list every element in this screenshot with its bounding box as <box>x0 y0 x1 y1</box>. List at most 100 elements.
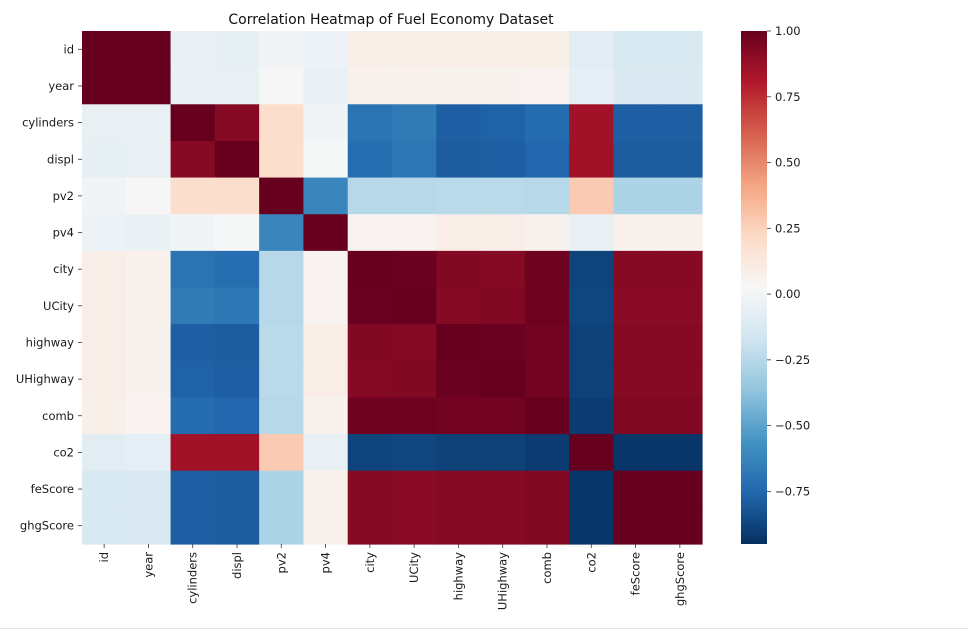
heatmap-cell-highway-highway <box>436 324 482 362</box>
heatmap-cell-id-year <box>126 31 172 69</box>
heatmap-cell-cylinders-cylinders <box>170 104 216 142</box>
heatmap-cell-year-comb <box>524 67 570 105</box>
heatmap-cell-displ-feScore <box>613 140 659 179</box>
heatmap-cell-id-pv2 <box>259 31 305 69</box>
heatmap-cell-UHighway-city <box>347 360 393 399</box>
colorbar-tick-label: 0.50 <box>775 156 801 170</box>
column-tick-label-UHighway: UHighway <box>496 552 510 610</box>
heatmap-cell-UHighway-comb <box>524 360 570 399</box>
heatmap-cell-ghgScore-pv2 <box>259 507 305 545</box>
row-tick-label-UCity: UCity <box>43 299 74 313</box>
heatmap-cell-pv4-displ <box>214 214 260 252</box>
heatmap-cell-pv2-city <box>347 177 393 215</box>
heatmap-cell-highway-comb <box>524 324 570 362</box>
heatmap-cell-cylinders-pv4 <box>303 104 349 142</box>
heatmap-cell-feScore-pv2 <box>259 470 305 508</box>
heatmap-cell-city-co2 <box>569 250 615 289</box>
heatmap-cell-id-feScore <box>613 31 659 69</box>
heatmap-cell-UHighway-id <box>82 360 127 399</box>
heatmap-cell-UCity-id <box>82 287 127 325</box>
heatmap-cell-pv4-feScore <box>613 214 659 252</box>
column-tick-label-highway: highway <box>451 552 465 601</box>
heatmap-cell-id-city <box>347 31 393 69</box>
heatmap-cell-UCity-displ <box>214 287 260 325</box>
heatmap-cell-cylinders-city <box>347 104 393 142</box>
heatmap-cell-co2-id <box>82 434 127 472</box>
heatmap-cell-UCity-ghgScore <box>657 287 703 325</box>
heatmap-cell-feScore-pv4 <box>303 470 349 508</box>
heatmap-cell-pv2-UCity <box>392 177 437 215</box>
heatmap-cell-UCity-comb <box>524 287 570 325</box>
heatmap-cell-id-displ <box>214 31 260 69</box>
heatmap-cell-comb-city <box>347 397 393 435</box>
heatmap-cell-displ-pv4 <box>303 140 349 179</box>
heatmap-cell-displ-pv2 <box>259 140 305 179</box>
heatmap-cell-co2-co2 <box>569 434 615 472</box>
column-tick-label-ghgScore: ghgScore <box>673 552 687 606</box>
heatmap-cell-highway-city <box>347 324 393 362</box>
heatmap-cell-feScore-city <box>347 470 393 508</box>
heatmap-cell-UHighway-ghgScore <box>657 360 703 399</box>
heatmap-cell-highway-co2 <box>569 324 615 362</box>
heatmap-cell-year-displ <box>214 67 260 105</box>
heatmap-cell-cylinders-displ <box>214 104 260 142</box>
heatmap-cell-co2-cylinders <box>170 434 216 472</box>
heatmap-cell-pv2-feScore <box>613 177 659 215</box>
column-tick-label-UCity: UCity <box>407 552 421 583</box>
colorbar-gradient <box>741 31 767 544</box>
heatmap-cell-feScore-UCity <box>392 470 437 508</box>
heatmap-cell-city-year <box>126 250 172 289</box>
heatmap-cell-comb-id <box>82 397 127 435</box>
heatmap-cell-UCity-year <box>126 287 172 325</box>
heatmap-cell-cylinders-UCity <box>392 104 437 142</box>
heatmap-cell-ghgScore-year <box>126 507 172 545</box>
heatmap-cell-displ-highway <box>436 140 482 179</box>
heatmap-cell-UHighway-year <box>126 360 172 399</box>
heatmap-cell-highway-displ <box>214 324 260 362</box>
heatmap-cell-highway-pv2 <box>259 324 305 362</box>
heatmap-cell-displ-displ <box>214 140 260 179</box>
row-tick-label-comb: comb <box>42 409 74 423</box>
heatmap-cell-feScore-highway <box>436 470 482 508</box>
column-tick-label-pv2: pv2 <box>274 552 288 573</box>
heatmap-cell-city-city <box>347 250 393 289</box>
heatmap-cell-co2-UHighway <box>480 434 526 472</box>
heatmap-cell-pv4-ghgScore <box>657 214 703 252</box>
heatmap-cell-year-pv4 <box>303 67 349 105</box>
heatmap-cell-city-highway <box>436 250 482 289</box>
heatmap-cell-pv4-UHighway <box>480 214 526 252</box>
colorbar-tick-label: 1.00 <box>775 24 801 38</box>
heatmap-cell-displ-year <box>126 140 172 179</box>
heatmap-cell-UCity-UHighway <box>480 287 526 325</box>
heatmap-cell-pv4-year <box>126 214 172 252</box>
heatmap-cell-UCity-feScore <box>613 287 659 325</box>
heatmap-cell-cylinders-highway <box>436 104 482 142</box>
colorbar-tick-label: 0.75 <box>775 90 801 104</box>
colorbar-tick-label: 0.00 <box>775 287 801 301</box>
heatmap-cell-highway-UHighway <box>480 324 526 362</box>
heatmap-cell-highway-feScore <box>613 324 659 362</box>
heatmap-cell-pv2-comb <box>524 177 570 215</box>
heatmap-cell-co2-pv2 <box>259 434 305 472</box>
heatmap-cell-comb-co2 <box>569 397 615 435</box>
column-tick-label-feScore: feScore <box>629 552 643 595</box>
heatmap-cell-city-id <box>82 250 127 289</box>
heatmap-cell-comb-ghgScore <box>657 397 703 435</box>
heatmap-cell-id-pv4 <box>303 31 349 69</box>
heatmap-cell-year-feScore <box>613 67 659 105</box>
row-tick-label-year: year <box>48 79 74 93</box>
row-tick-label-pv4: pv4 <box>53 226 74 240</box>
heatmap-cell-displ-city <box>347 140 393 179</box>
row-tick-label-feScore: feScore <box>31 482 74 496</box>
heatmap-cell-comb-UHighway <box>480 397 526 435</box>
heatmap-cell-highway-cylinders <box>170 324 216 362</box>
heatmap-cell-pv4-co2 <box>569 214 615 252</box>
colorbar-tick-label: 0.25 <box>775 221 801 235</box>
heatmap-cell-ghgScore-displ <box>214 507 260 545</box>
column-tick-label-co2: co2 <box>584 552 598 573</box>
heatmap-cell-feScore-UHighway <box>480 470 526 508</box>
colorbar-tick-label: −0.75 <box>775 484 810 498</box>
heatmap-cell-feScore-cylinders <box>170 470 216 508</box>
